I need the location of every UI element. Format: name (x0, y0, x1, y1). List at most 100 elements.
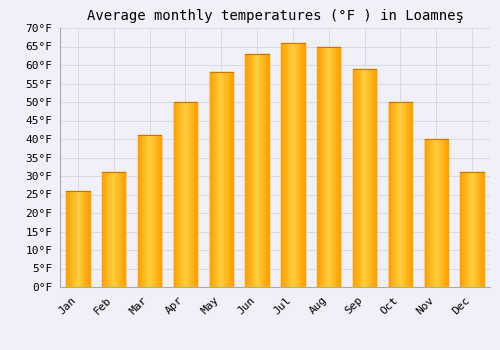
Bar (483, 172, 484, 287)
Bar (426, 139, 427, 287)
Bar (247, 54, 248, 287)
Bar (215, 72, 216, 287)
Bar (371, 69, 372, 287)
Bar (155, 135, 156, 287)
Bar (264, 54, 265, 287)
Bar (250, 54, 252, 287)
Bar (369, 69, 370, 287)
Bar (464, 172, 465, 287)
Bar (176, 102, 178, 287)
Bar (191, 102, 192, 287)
Bar (120, 172, 122, 287)
Bar (410, 102, 411, 287)
Bar (401, 102, 402, 287)
Bar (479, 172, 480, 287)
Bar (158, 135, 159, 287)
Bar (317, 47, 318, 287)
Bar (287, 43, 288, 287)
Bar (78, 191, 79, 287)
Bar (334, 47, 335, 287)
Bar (322, 47, 323, 287)
Bar (180, 102, 181, 287)
Bar (219, 72, 220, 287)
Bar (82, 191, 83, 287)
Bar (398, 102, 400, 287)
Bar (428, 139, 430, 287)
Bar (461, 172, 462, 287)
Bar (298, 43, 300, 287)
Bar (300, 43, 301, 287)
Bar (430, 139, 431, 287)
Bar (406, 102, 407, 287)
Bar (389, 102, 390, 287)
Bar (473, 172, 474, 287)
Bar (248, 54, 249, 287)
Bar (259, 54, 260, 287)
Bar (262, 54, 263, 287)
Bar (329, 47, 330, 287)
Bar (81, 191, 82, 287)
Bar (218, 72, 219, 287)
Bar (475, 172, 476, 287)
Bar (320, 47, 321, 287)
Bar (324, 47, 326, 287)
Bar (118, 172, 119, 287)
Bar (391, 102, 392, 287)
Bar (267, 54, 268, 287)
Bar (297, 43, 298, 287)
Bar (302, 43, 303, 287)
Bar (122, 172, 123, 287)
Bar (372, 69, 374, 287)
Bar (336, 47, 337, 287)
Bar (221, 72, 222, 287)
Bar (290, 43, 291, 287)
Bar (357, 69, 358, 287)
Bar (291, 43, 292, 287)
Bar (102, 172, 104, 287)
Bar (285, 43, 286, 287)
Bar (229, 72, 230, 287)
Bar (220, 72, 221, 287)
Bar (257, 54, 258, 287)
Bar (154, 135, 155, 287)
Bar (465, 172, 466, 287)
Bar (84, 191, 85, 287)
Bar (436, 139, 437, 287)
Bar (107, 172, 108, 287)
Bar (370, 69, 371, 287)
Bar (286, 43, 287, 287)
Bar (435, 139, 436, 287)
Bar (153, 135, 154, 287)
Bar (185, 102, 186, 287)
Bar (408, 102, 409, 287)
Bar (301, 43, 302, 287)
Bar (289, 43, 290, 287)
Bar (474, 172, 475, 287)
Bar (253, 54, 254, 287)
Bar (71, 191, 72, 287)
Bar (105, 172, 106, 287)
Bar (294, 43, 295, 287)
Bar (446, 139, 448, 287)
Bar (361, 69, 362, 287)
Bar (70, 191, 71, 287)
Bar (392, 102, 393, 287)
Bar (72, 191, 74, 287)
Bar (338, 47, 339, 287)
Bar (77, 191, 78, 287)
Bar (112, 172, 113, 287)
Bar (113, 172, 114, 287)
Bar (463, 172, 464, 287)
Bar (303, 43, 304, 287)
Bar (141, 135, 142, 287)
Bar (283, 43, 284, 287)
Bar (193, 102, 194, 287)
Bar (115, 172, 116, 287)
Bar (187, 102, 188, 287)
Bar (217, 72, 218, 287)
Bar (365, 69, 366, 287)
Bar (427, 139, 428, 287)
Bar (146, 135, 148, 287)
Bar (402, 102, 404, 287)
Bar (213, 72, 214, 287)
